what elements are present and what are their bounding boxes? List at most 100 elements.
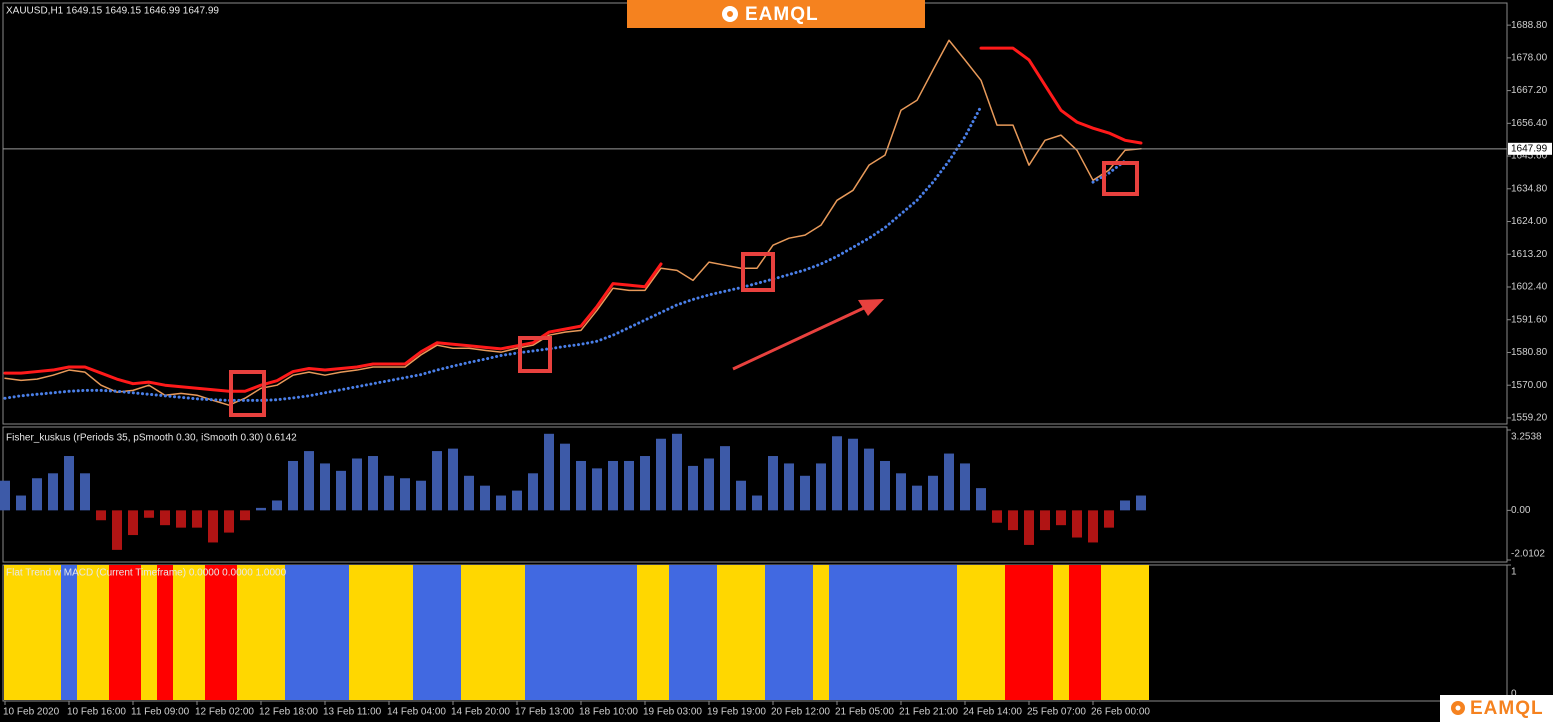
trend-bar (653, 565, 669, 700)
signal-box (741, 252, 775, 292)
x-tick-label: 25 Feb 07:00 (1027, 707, 1086, 718)
trend-bar (1069, 565, 1085, 700)
trend-bar (845, 565, 861, 700)
trend-bar (1117, 565, 1133, 700)
trend-bar (893, 565, 909, 700)
trend-bar (765, 565, 781, 700)
histogram-bar (752, 495, 762, 511)
y-tick-label: 1570.00 (1511, 380, 1548, 391)
signal-box (1102, 161, 1139, 196)
logo-icon-dot (727, 11, 733, 17)
trend-arrow (732, 305, 867, 371)
trend-bar (493, 565, 509, 700)
trend-bar (573, 565, 589, 700)
histogram-bar (976, 488, 986, 511)
histogram-bar (608, 460, 618, 511)
panel-title: XAUUSD,H1 1649.15 1649.15 1646.99 1647.9… (6, 6, 219, 17)
trend-bar (237, 565, 253, 700)
plot-layer: 1559.20 1570.00 1580.80 1591.60 1602.40 1613.… (0, 6, 1552, 718)
trend-bar (429, 565, 445, 700)
x-tick-label: 24 Feb 14:00 (963, 707, 1022, 718)
trend-bar (413, 565, 429, 700)
histogram-bar (992, 510, 1002, 523)
histogram-bar (432, 451, 442, 511)
y-tick-label: 1591.60 (1511, 314, 1548, 325)
y-tick-label: 1613.20 (1511, 249, 1548, 260)
trend-bar (333, 565, 349, 700)
trend-bar (1005, 565, 1021, 700)
x-tick-label: 10 Feb 2020 (3, 707, 60, 718)
histogram-bar (80, 473, 90, 511)
trend-bar (525, 565, 541, 700)
histogram-bar (256, 507, 266, 511)
histogram-bar (144, 510, 154, 518)
trend-bar (285, 565, 301, 700)
trend-bar (685, 565, 701, 700)
trend-bar (877, 565, 893, 700)
histogram-bar (64, 456, 74, 511)
histogram-bar (768, 456, 778, 511)
x-tick-label: 14 Feb 04:00 (387, 707, 446, 718)
histogram-bar (816, 463, 826, 511)
histogram-bar (528, 473, 538, 511)
x-tick-label: 19 Feb 03:00 (643, 707, 702, 718)
histogram-bar (944, 453, 954, 511)
trend-bar (349, 565, 365, 700)
histogram-bar (592, 468, 602, 511)
x-tick-label: 14 Feb 20:00 (451, 707, 510, 718)
histogram-bar (192, 510, 202, 528)
trend-bar (813, 565, 829, 700)
x-tick-label: 21 Feb 05:00 (835, 707, 894, 718)
x-tick-label: 26 Feb 00:00 (1091, 707, 1150, 718)
histogram-bar (368, 456, 378, 511)
trend-bar (669, 565, 685, 700)
trend-bar (13, 565, 29, 700)
y-tick-label: 1634.80 (1511, 183, 1548, 194)
trend-bar (125, 565, 141, 700)
trend-bar (4, 565, 13, 700)
histogram-bar (736, 480, 746, 511)
trend-bar (1133, 565, 1149, 700)
trend-bar (861, 565, 877, 700)
current-price-box (1508, 142, 1552, 155)
histogram-bar (688, 465, 698, 511)
trend-bar (1101, 565, 1117, 700)
y-tick-label: 1624.00 (1511, 216, 1548, 227)
trend-bar (173, 565, 189, 700)
trend-bar (365, 565, 381, 700)
x-tick-label: 10 Feb 16:00 (67, 707, 126, 718)
trend-bar (989, 565, 1005, 700)
histogram-bar (208, 510, 218, 543)
trend-bar (557, 565, 573, 700)
logo-icon-dot (1455, 705, 1461, 711)
histogram-bar (1136, 495, 1146, 511)
histogram-bar (704, 458, 714, 511)
trend-bar (461, 565, 477, 700)
y-tick-label: 1602.40 (1511, 282, 1548, 293)
histogram-bar (1056, 510, 1066, 526)
trend-bar (749, 565, 765, 700)
histogram-bar (0, 480, 10, 511)
banner (627, 0, 925, 28)
trend-bar (509, 565, 525, 700)
histogram-bar (1104, 510, 1114, 528)
y-tick-label: -2.0102 (1511, 549, 1545, 560)
series-line (4, 39, 1142, 406)
trend-bar (477, 565, 493, 700)
trend-bar (941, 565, 957, 700)
trend-bar (829, 565, 845, 700)
histogram-bar (896, 473, 906, 511)
histogram-bar (640, 456, 650, 511)
trend-bar (605, 565, 621, 700)
histogram-bar (128, 510, 138, 536)
trend-bar (157, 565, 173, 700)
trend-bar (381, 565, 397, 700)
trend-bar (317, 565, 333, 700)
trend-bar (925, 565, 941, 700)
histogram-bar (832, 436, 842, 511)
y-tick-label: 1 (1511, 567, 1517, 578)
histogram-bar (1040, 510, 1050, 531)
trend-bar (61, 565, 77, 700)
histogram-bar (1008, 510, 1018, 531)
